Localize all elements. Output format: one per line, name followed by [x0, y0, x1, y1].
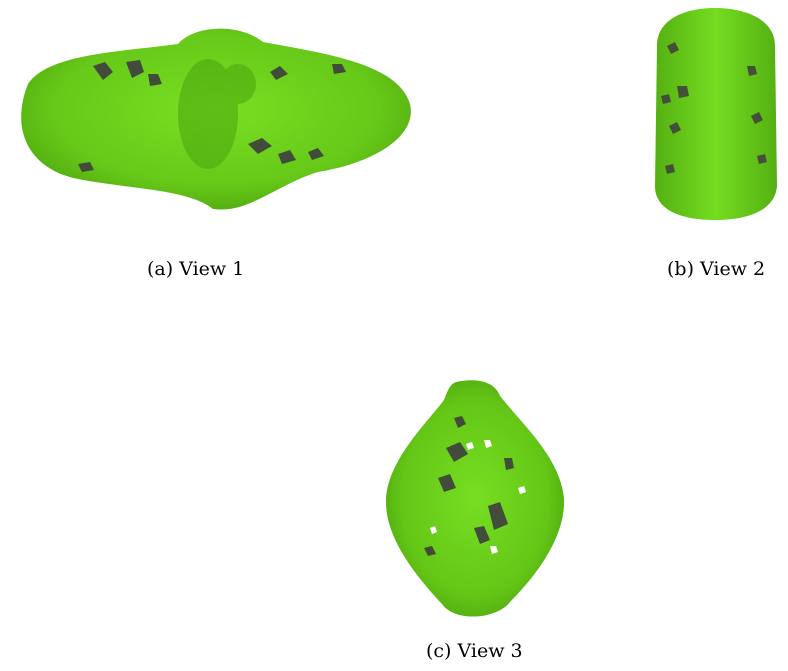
panel-view-2	[647, 6, 783, 222]
caption-view-3: (c) View 3	[426, 640, 523, 662]
view-3-render	[386, 380, 565, 617]
caption-view-1: (a) View 1	[147, 258, 245, 280]
panel-view-3	[384, 378, 568, 622]
panel-view-1	[8, 14, 420, 214]
caption-view-2: (b) View 2	[667, 258, 766, 280]
view-1-render	[21, 28, 411, 210]
view-2-render	[655, 8, 777, 220]
